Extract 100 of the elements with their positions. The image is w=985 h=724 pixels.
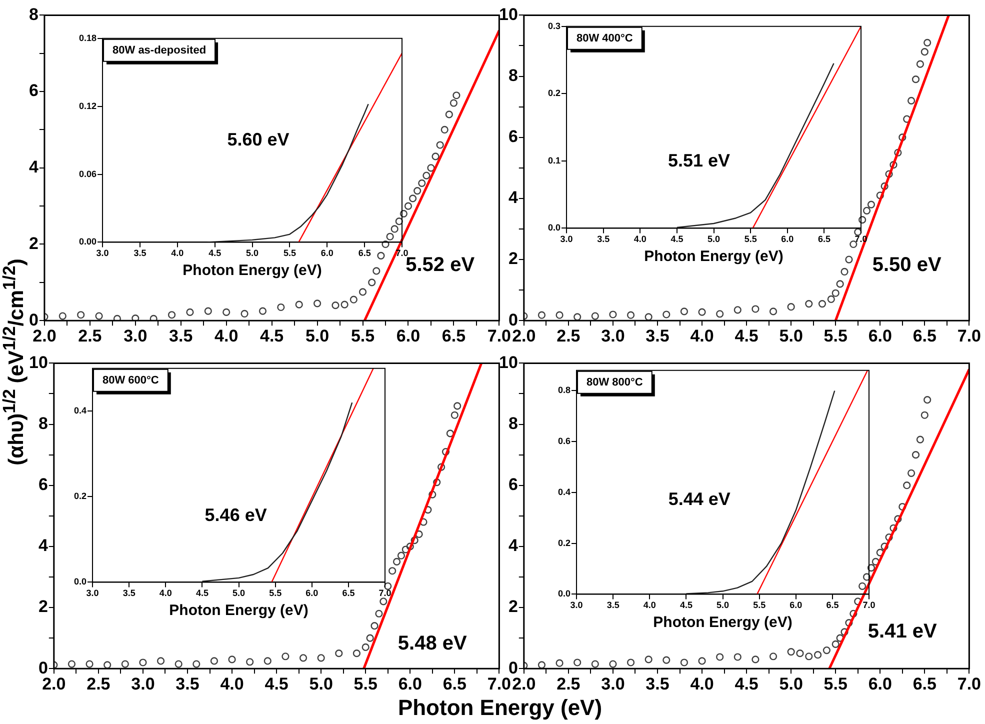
point [787, 303, 795, 311]
x-tick-label: 6.5 [442, 326, 466, 346]
point [876, 548, 884, 556]
x-tick-label: 4.0 [690, 326, 714, 346]
point [924, 38, 932, 46]
point [796, 650, 804, 658]
point [408, 194, 417, 202]
point [867, 564, 876, 572]
point [370, 622, 378, 630]
point [885, 170, 893, 178]
point [395, 218, 403, 226]
point [867, 200, 876, 208]
y-tick-label: 4 [508, 536, 518, 556]
x-tick-label: 6.0 [868, 326, 892, 346]
point [428, 490, 436, 498]
x-tick-label: 5.5 [744, 234, 757, 244]
x-tick-label: 3.5 [597, 234, 610, 244]
point [68, 660, 76, 668]
point [382, 240, 390, 248]
x-tick-label: 4.5 [260, 326, 284, 346]
point [880, 542, 888, 550]
point [805, 300, 813, 308]
y-tick-label: 0.3 [548, 20, 561, 31]
x-tick-label: 7.0 [957, 674, 982, 694]
point [662, 656, 670, 664]
x-tick-label: 4.0 [634, 234, 646, 244]
x-tick-label: 3.5 [134, 248, 146, 258]
point [440, 126, 448, 134]
point [380, 598, 388, 606]
x-tick-label: 4.5 [734, 326, 758, 346]
x-tick-label: 6.0 [781, 234, 794, 244]
point [916, 436, 924, 444]
point [104, 661, 112, 669]
point [400, 210, 408, 218]
point [609, 310, 617, 318]
point [222, 308, 230, 316]
point [908, 469, 916, 477]
x-axis-title: Photon Energy (eV) [398, 695, 602, 721]
x-tick-label: 5.0 [779, 326, 803, 346]
y-tick-label: 2 [508, 597, 518, 616]
point [121, 660, 129, 668]
point [372, 267, 380, 275]
point [240, 310, 248, 318]
y-tick-label: 6 [508, 127, 518, 146]
x-tick-label: 3.5 [176, 674, 200, 694]
point [862, 573, 871, 581]
x-tick-label: 2.5 [86, 674, 110, 694]
point [894, 515, 902, 523]
point [362, 643, 370, 652]
point [406, 542, 414, 550]
y-tick-label: 6 [28, 81, 38, 100]
annotation: 5.44 eV [668, 489, 730, 510]
x-tick-label: 4.5 [734, 674, 758, 694]
point [836, 280, 844, 288]
point [556, 659, 564, 667]
point [454, 402, 462, 410]
x-tick-label: 4.5 [208, 248, 222, 258]
y-tick-label: 2 [28, 234, 38, 253]
x-tick-label: 6.0 [396, 326, 420, 346]
x-tick-label: 5.5 [269, 588, 282, 598]
x-tick-label: 6.0 [306, 588, 318, 598]
point [246, 658, 254, 666]
x-tick-label: 6.5 [912, 326, 936, 346]
point [402, 546, 410, 554]
point [698, 657, 706, 665]
point [427, 164, 435, 172]
y-tick-label: 8 [508, 66, 518, 85]
y-tick-label: 0.2 [558, 538, 571, 548]
point [332, 302, 340, 310]
point [845, 256, 853, 264]
x-tick-label: 6.0 [868, 674, 892, 694]
x-tick-label: 7.0 [862, 600, 876, 610]
point [418, 179, 426, 187]
point [574, 313, 582, 321]
point [442, 448, 450, 456]
y-tick-label: 10 [498, 4, 518, 24]
point [880, 182, 888, 190]
x-tick-label: 2.5 [556, 674, 580, 694]
point [210, 657, 218, 665]
point [574, 658, 582, 666]
point [186, 308, 194, 316]
y-tick-label: 0.0 [74, 576, 87, 587]
x-tick-label: 4.0 [643, 600, 656, 610]
point [858, 582, 866, 590]
point [832, 289, 840, 297]
x-tick-label: 7.0 [378, 588, 392, 598]
point [734, 306, 742, 314]
point [822, 646, 830, 654]
x-tick-label: 5.0 [779, 674, 803, 694]
x-tick-label: 6.5 [442, 674, 466, 694]
y-tick-label: 10 [498, 352, 518, 372]
x-tick-label: 3.0 [124, 326, 148, 346]
annotation: 5.51 eV [668, 150, 730, 171]
point [538, 661, 546, 669]
annotation: 5.50 eV [872, 254, 942, 276]
x-tick-label: 5.5 [824, 674, 848, 694]
y-tick-label: 0.6 [558, 436, 571, 446]
x-tick-label: 4.5 [264, 674, 288, 694]
point [132, 314, 140, 321]
x-tick-label: 5.5 [354, 674, 378, 694]
